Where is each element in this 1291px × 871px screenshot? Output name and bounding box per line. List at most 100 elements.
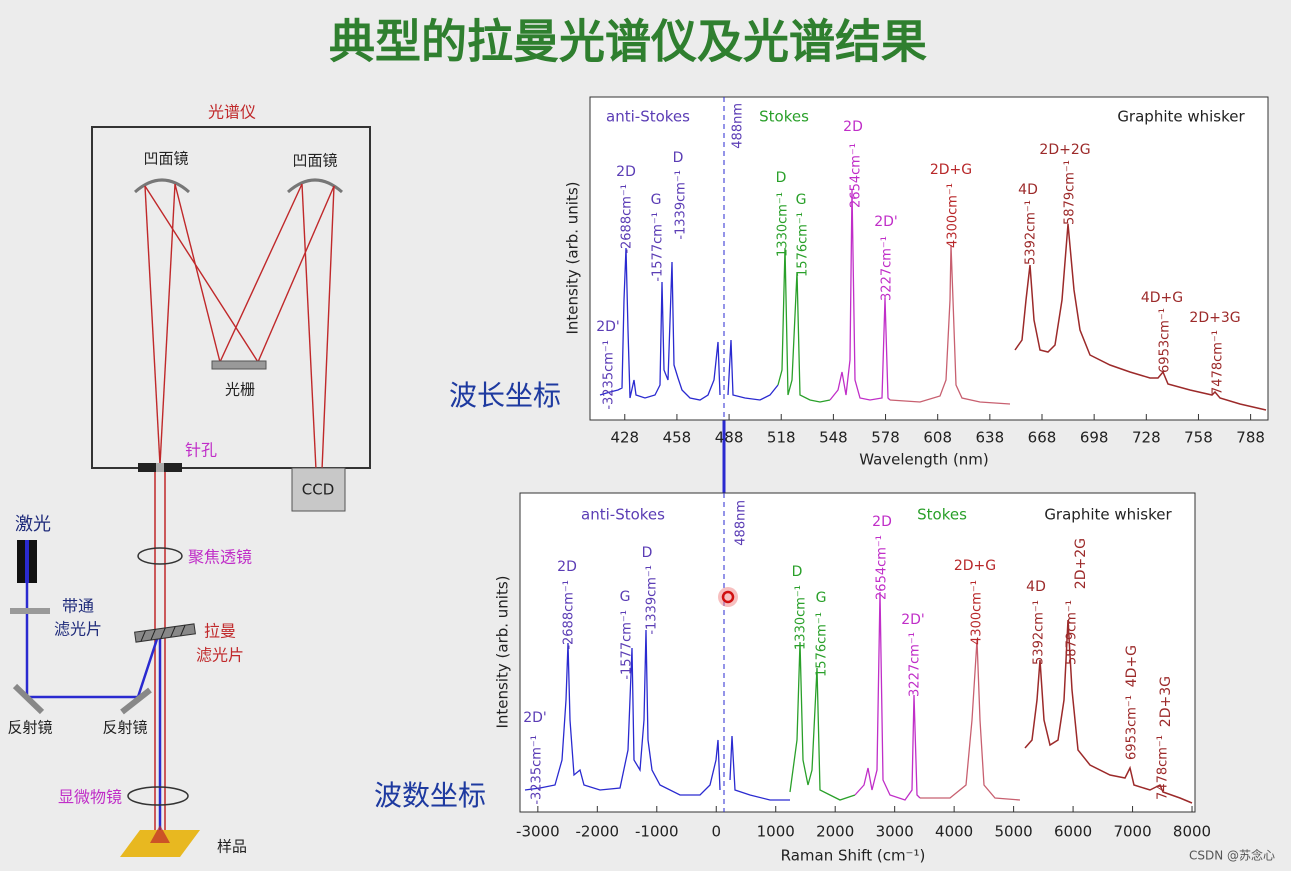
x-tick-label: 608 [923,429,952,447]
peak-shift: -1339cm⁻¹ [674,170,689,240]
laser-label: 488nm [734,500,749,546]
laser-label: 激光 [15,514,51,535]
peak-name: 2D [557,559,577,575]
spectrum-segment [789,641,856,801]
laser-label: 488nm [731,103,746,149]
x-tick-label: -1000 [635,823,679,841]
peak-name: 4D [1026,579,1046,595]
peak-name: 2D' [874,214,898,230]
spectrum-segment [599,247,721,401]
cursor [721,590,735,604]
peak-shift: 7478cm⁻¹ [1156,735,1171,800]
peak-shift: 3227cm⁻¹ [908,632,923,697]
mirror-label: 反射镜 [7,719,52,737]
objective-label: 显微物镜 [58,788,122,807]
light-paths [144,183,335,471]
beam [25,472,166,835]
peak-shift: 2654cm⁻¹ [849,143,864,208]
peak-name: G [651,192,662,208]
x-tick-label: 1000 [757,823,795,841]
peak-name: 2D+2G [1039,142,1090,158]
laser-beam [25,540,29,583]
setup-diagram: 光谱仪 凹面镜 凹面镜 光栅 针孔 CCD 聚焦透镜 拉曼 [7,103,371,857]
x-axis-label: Raman Shift (cm⁻¹) [781,847,926,865]
peak-name: 2D+3G [1189,310,1240,326]
peak-name: 2D' [596,319,620,335]
spectrum-segment [1024,619,1193,804]
bandpass-filter [10,608,50,614]
sample-name: Graphite whisker [1117,108,1245,126]
peak-name: 2D [843,119,863,135]
axis-caption: 波数坐标 [374,779,486,812]
peak-shift: 1576cm⁻¹ [815,612,830,677]
peak-name: D [792,564,803,580]
peak-name: G [816,590,827,606]
peak-name: 2D' [523,710,547,726]
peak-shift: 5392cm⁻¹ [1032,600,1047,665]
concave-mirror [134,178,190,194]
x-tick-label: 458 [663,429,692,447]
peak-shift: -3235cm⁻¹ [530,735,545,805]
raman-filter [134,623,196,643]
bandpass-label: 带通 [62,597,94,616]
x-tick-label: 3000 [876,823,914,841]
peak-shift: 3227cm⁻¹ [880,236,895,301]
peak-shift: -1577cm⁻¹ [620,610,635,680]
peak-name: 2D [616,164,636,180]
mirror-label: 凹面镜 [292,152,337,170]
x-tick-label: 788 [1236,429,1265,447]
x-tick-label: 518 [767,429,796,447]
peak-name: 2D+2G [1073,538,1089,589]
peak-shift: 4300cm⁻¹ [970,580,985,645]
peak-name: 4D [1018,182,1038,198]
mirror [120,687,152,715]
pinhole-label: 针孔 [185,441,217,460]
spectrum-wavelength: anti-Stokes Stokes Graphite whisker 488n… [564,96,1269,469]
grating [211,360,267,370]
peak-shift: -2688cm⁻¹ [562,580,577,650]
peak-shift: 1330cm⁻¹ [794,585,809,650]
peak-shift: 1330cm⁻¹ [776,192,791,257]
peak-name: 2D+G [954,558,996,574]
x-tick-label: 7000 [1113,823,1151,841]
peak-shift: 6953cm⁻¹ [1158,308,1173,373]
x-tick-label: 698 [1080,429,1109,447]
peak-name: 2D+3G [1158,676,1174,727]
peak-shift: 7478cm⁻¹ [1211,330,1226,395]
pinhole-aperture [156,463,164,472]
x-tick-label: 638 [976,429,1005,447]
mirror-label: 凹面镜 [143,150,188,168]
peak-name: D [776,170,787,186]
watermark: CSDN @苏念心 [1189,848,1275,863]
concave-mirror [287,178,343,194]
axis-caption: 波长坐标 [449,379,561,412]
bandpass-label: 滤光片 [54,620,102,639]
peak-name: 2D [872,514,892,530]
peak-shift: 1576cm⁻¹ [796,212,811,277]
region-label: anti-Stokes [581,506,665,524]
peak-name: 4D+G [1124,645,1140,687]
sample [120,830,200,857]
mirror-label: 反射镜 [102,719,147,737]
ccd [291,467,346,512]
x-tick-label: 428 [610,429,639,447]
lens-label: 聚焦透镜 [188,548,252,567]
spectrum-segment [1014,223,1267,411]
spectrum-segment [889,244,1011,405]
y-axis-label: Intensity (arb. units) [494,575,512,728]
peak-shift: 5879cm⁻¹ [1065,600,1080,665]
region-label: Stokes [759,108,809,126]
sample-label: 样品 [217,838,247,856]
ccd-label: CCD [302,481,335,499]
peak-shift: -1339cm⁻¹ [645,565,660,635]
peak-name: 2D+G [930,162,972,178]
x-tick-label: 5000 [995,823,1033,841]
peak-shift: -2688cm⁻¹ [620,184,635,254]
peak-shift: 5392cm⁻¹ [1024,200,1039,265]
peak-name: G [620,589,631,605]
spectrum-segment [920,639,1021,801]
peak-shift: 2654cm⁻¹ [875,535,890,600]
focusing-lens [137,547,183,565]
focus-spot [150,825,170,843]
peak-shift: -3235cm⁻¹ [602,340,617,410]
